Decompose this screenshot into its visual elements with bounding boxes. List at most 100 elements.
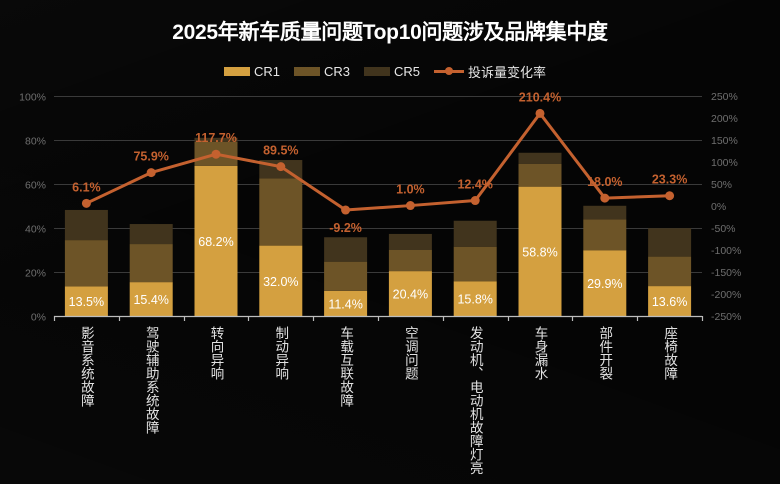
bar-data-label: 13.5%	[69, 295, 104, 309]
bars: 13.5% 15.4% 68.2% 32.0% 11.4% 20.4% 15.8% 58.8%…	[64, 137, 692, 316]
bar-segment-cr5	[518, 152, 562, 164]
bar-stack: 32.0%	[259, 160, 303, 316]
bar-segment-cr3	[453, 246, 497, 282]
bar-stack: 15.4%	[129, 224, 173, 316]
bar-segment-cr1	[648, 286, 692, 316]
legend-swatch-cr3	[294, 66, 321, 76]
bar-data-label: 15.8%	[457, 293, 492, 307]
bar-segment-cr1	[324, 290, 368, 316]
change-rate-data-label: 1.0%	[396, 183, 425, 197]
legend-label-cr1: CR1	[254, 63, 281, 79]
change-rate-marker	[535, 108, 545, 118]
change-rate-marker	[211, 149, 221, 159]
bar-stack: 29.9%	[583, 205, 627, 316]
bar-segment-cr5	[194, 137, 238, 142]
bar-data-label: 11.4%	[328, 297, 363, 311]
legend-item-cr3[interactable]: CR3	[294, 64, 350, 79]
bar-segment-cr1	[453, 281, 497, 316]
x-category-label: 转向异响	[208, 326, 224, 380]
bar-data-label: 13.6%	[652, 295, 687, 309]
x-category-label: 驾驶辅助系统故障	[143, 326, 159, 434]
y-tick-label-left: 100%	[19, 92, 46, 104]
bar-segment-cr3	[648, 256, 692, 287]
bar-stack: 68.2%	[194, 137, 238, 316]
y-tick-label-right: -150%	[711, 267, 741, 279]
legend-swatch-cr1	[224, 66, 250, 76]
change-rate-marker	[600, 193, 610, 203]
bar-segment-cr5	[324, 237, 368, 262]
y-tick-label-right: 0%	[711, 201, 726, 213]
chart-title: 2025年新车质量问题Top10问题涉及品牌集中度	[172, 21, 608, 44]
change-rate-data-label: -9.2%	[329, 221, 362, 235]
change-rate-data-label: 23.3%	[652, 173, 687, 187]
bar-segment-cr3	[388, 250, 432, 272]
bar-segment-cr5	[388, 233, 432, 250]
bar-stack: 11.4%	[324, 237, 368, 316]
bar-segment-cr5	[583, 205, 627, 220]
change-rate-data-label: 117.7%	[195, 131, 237, 145]
change-rate-marker	[81, 198, 91, 208]
change-rate-data-label: 89.5%	[263, 144, 298, 158]
y-tick-label-right: 250%	[711, 91, 738, 103]
bar-segment-cr5	[64, 209, 108, 241]
bar-segment-cr3	[64, 240, 108, 287]
bar-segment-cr5	[453, 220, 497, 247]
legend: CR1 CR3 CR5 投诉量变化率	[224, 62, 560, 81]
bar-data-label: 15.4%	[133, 293, 168, 307]
bar-segment-cr3	[518, 163, 562, 187]
x-category-label: 部件开裂	[597, 326, 613, 380]
bar-data-label: 29.9%	[587, 277, 622, 291]
bar-segment-cr5	[648, 228, 692, 257]
change-rate-marker	[146, 168, 156, 178]
bar-segment-cr3	[129, 244, 173, 283]
bar-segment-cr3	[259, 178, 303, 246]
change-rate-data-label: 6.1%	[72, 180, 101, 194]
change-rate-data-label: 75.9%	[133, 150, 168, 164]
bar-data-label: 20.4%	[393, 288, 428, 302]
legend-swatch-cr5	[364, 66, 391, 76]
y-tick-label-left: 80%	[25, 136, 46, 148]
bar-segment-cr5	[129, 224, 173, 245]
bar-segment-cr1	[259, 245, 303, 316]
legend-item-change-rate[interactable]: 投诉量变化率	[434, 62, 546, 81]
bar-data-label: 32.0%	[263, 275, 298, 289]
x-axis	[53, 315, 704, 321]
bar-segment-cr1	[64, 286, 108, 316]
bar-data-label: 58.8%	[522, 245, 557, 259]
y-tick-label-right: 50%	[711, 179, 732, 191]
x-category-label: 制动异响	[273, 326, 289, 380]
change-rate-marker	[341, 205, 351, 215]
y-tick-label-right: 150%	[711, 135, 738, 147]
bar-stack: 13.5%	[64, 209, 108, 316]
change-rate-polyline	[85, 111, 670, 212]
change-rate-marker	[470, 196, 480, 206]
change-rate-data-label: 18.0%	[587, 175, 622, 189]
x-category-label: 车身漏水	[532, 326, 548, 380]
bar-stack: 58.8%	[518, 152, 562, 316]
legend-label-cr3: CR3	[324, 63, 351, 79]
x-category-label: 空调问题	[402, 326, 418, 380]
legend-label-cr5: CR5	[394, 63, 421, 79]
change-rate-data-label: 210.4%	[519, 90, 561, 104]
bar-segment-cr3	[324, 261, 368, 291]
bar-segment-cr1	[129, 282, 173, 316]
y-tick-label-right: -250%	[711, 311, 741, 323]
x-category-label: 影音系统故障	[78, 326, 94, 407]
bar-stack: 13.6%	[648, 228, 692, 316]
y-tick-label-right: -200%	[711, 289, 741, 301]
change-rate-data-label: 12.4%	[457, 178, 492, 192]
y-tick-label-right: 100%	[711, 157, 738, 169]
y-tick-label-left: 20%	[25, 268, 46, 280]
y-tick-label-right: -100%	[711, 245, 741, 257]
y-tick-label-left: 0%	[31, 312, 46, 324]
change-rate-line: 6.1% 75.9% 117.7% 89.5% -9.2% 1.0% 12.4% 210.4%…	[72, 90, 687, 235]
bar-segment-cr1	[194, 165, 238, 316]
y-tick-label-right: 200%	[711, 113, 738, 125]
bar-stack: 15.8%	[453, 220, 497, 316]
legend-item-cr1[interactable]: CR1	[224, 64, 280, 79]
bar-segment-cr3	[583, 219, 627, 251]
y-axis-left: 0% 20% 40% 60% 80% 100%	[19, 92, 46, 324]
bar-segment-cr1	[388, 271, 432, 316]
legend-item-cr5[interactable]: CR5	[364, 64, 420, 79]
